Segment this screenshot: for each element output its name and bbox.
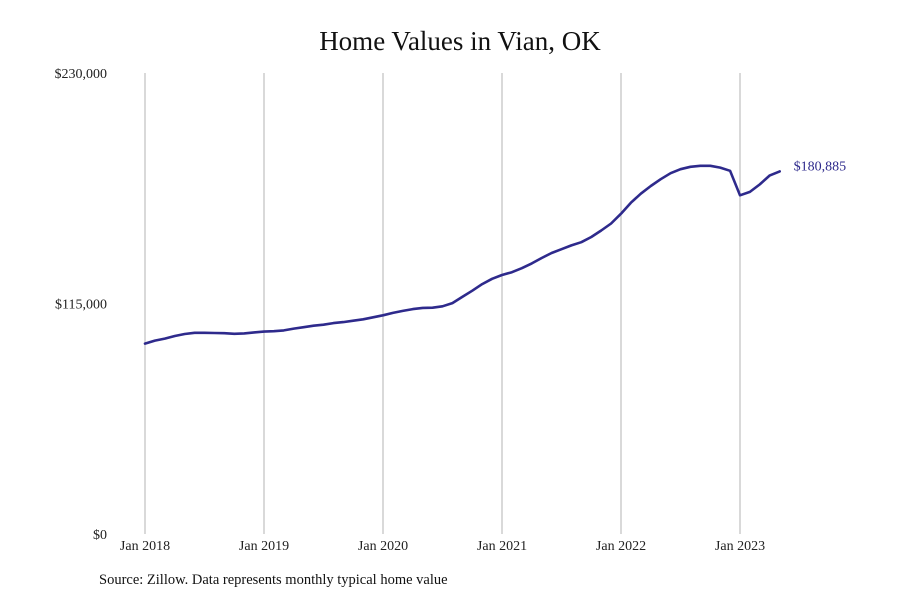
chart-title: Home Values in Vian, OK <box>319 26 601 56</box>
gridlines <box>144 73 741 534</box>
y-tick-label: $230,000 <box>55 67 108 82</box>
x-tick-label: Jan 2021 <box>477 539 527 554</box>
y-tick-label: $115,000 <box>55 298 107 313</box>
x-tick-label: Jan 2020 <box>358 539 408 554</box>
source-note: Source: Zillow. Data represents monthly … <box>99 572 448 588</box>
y-axis-ticks: $0 $115,000 $230,000 <box>55 67 108 543</box>
x-tick-label: Jan 2018 <box>120 539 170 554</box>
x-tick-label: Jan 2022 <box>596 539 646 554</box>
end-value-label: $180,885 <box>794 159 847 174</box>
y-tick-label: $0 <box>93 528 107 543</box>
x-tick-label: Jan 2019 <box>239 539 289 554</box>
x-tick-label: Jan 2023 <box>715 539 765 554</box>
series-line <box>143 164 781 345</box>
x-axis-ticks: Jan 2018 Jan 2019 Jan 2020 Jan 2021 Jan 2022… <box>120 539 765 554</box>
